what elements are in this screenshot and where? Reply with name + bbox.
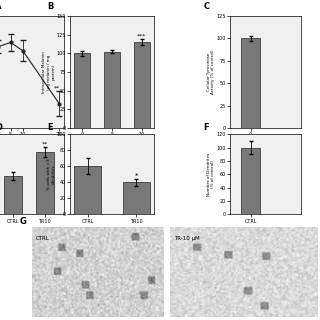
Text: D: D xyxy=(0,123,2,132)
Bar xyxy=(123,182,150,214)
Text: *: * xyxy=(135,172,138,179)
Text: G: G xyxy=(19,217,26,226)
Text: **: ** xyxy=(42,141,48,147)
Bar xyxy=(4,176,22,214)
Bar xyxy=(74,166,101,214)
Bar xyxy=(74,53,91,128)
Text: CTRL: CTRL xyxy=(36,236,50,241)
Bar xyxy=(133,42,150,128)
Text: C: C xyxy=(204,2,210,11)
Bar xyxy=(36,152,53,214)
Text: F: F xyxy=(204,123,209,132)
X-axis label: TR (μM): TR (μM) xyxy=(19,139,38,144)
X-axis label: TR (μM): TR (μM) xyxy=(102,139,122,144)
Bar xyxy=(104,52,120,128)
Y-axis label: % cells with >3
dendrites: % cells with >3 dendrites xyxy=(47,159,55,190)
Bar xyxy=(241,148,260,214)
Text: B: B xyxy=(47,2,53,11)
Bar xyxy=(241,38,260,128)
Y-axis label: Number of Dendrites
(% of control): Number of Dendrites (% of control) xyxy=(207,153,215,196)
Text: TR-10 μM: TR-10 μM xyxy=(174,236,200,241)
Text: A: A xyxy=(0,2,2,11)
Text: ***: *** xyxy=(137,34,146,39)
Text: **: ** xyxy=(53,85,60,90)
Y-axis label: Cellular Tyrosinase
Activity (% of control): Cellular Tyrosinase Activity (% of contr… xyxy=(207,50,215,94)
Y-axis label: Intracellular Melanin
(μg melanin / mg
protein): Intracellular Melanin (μg melanin / mg p… xyxy=(42,51,55,93)
Text: E: E xyxy=(47,123,53,132)
